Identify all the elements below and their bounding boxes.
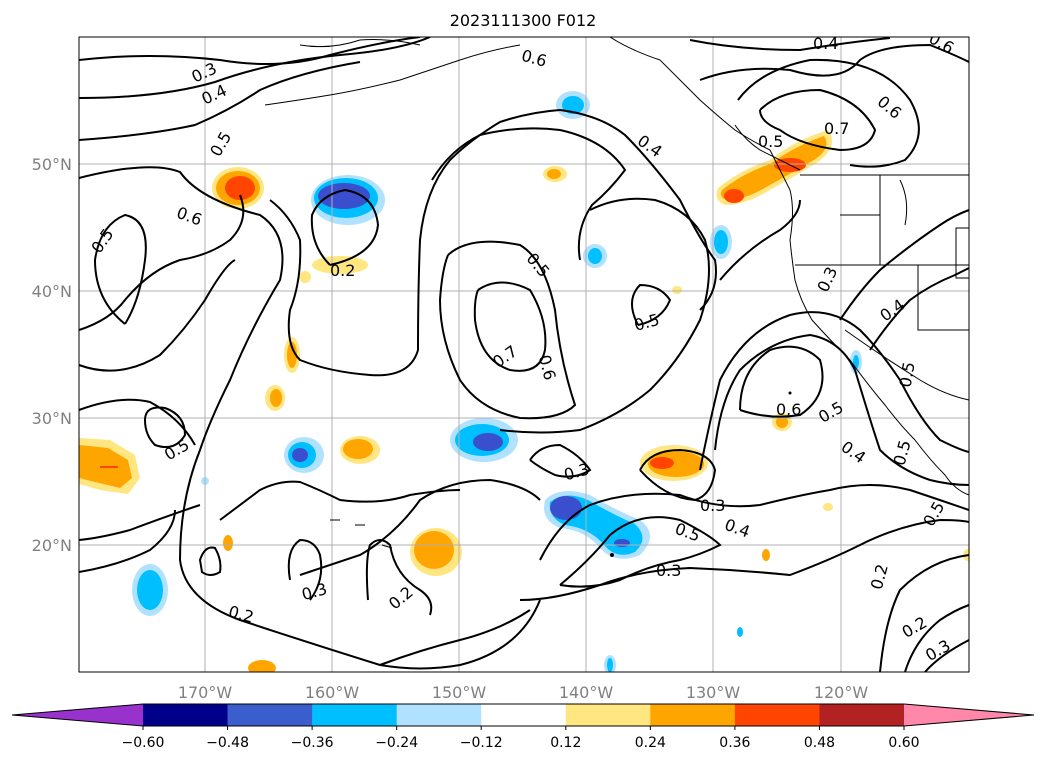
latitude-labels: 50°N 40°N 30°N 20°N xyxy=(32,155,72,555)
contour-label: 0.6 xyxy=(776,400,801,419)
blue-anomaly-north-pacific xyxy=(311,175,385,225)
contour-label: 0.4 xyxy=(813,34,838,53)
lat-label: 20°N xyxy=(32,536,72,555)
lat-label: 50°N xyxy=(32,155,72,174)
colorbar-segment xyxy=(312,704,398,726)
blue-anomaly-mid xyxy=(201,91,862,485)
colorbar-tick-label: 0.48 xyxy=(804,735,835,751)
colorbar-segment xyxy=(396,704,482,726)
contour-label: 0.5 xyxy=(758,132,783,151)
colorbar-segment xyxy=(565,704,651,726)
colorbar-tick-label: −0.48 xyxy=(206,735,249,751)
colorbar-segment xyxy=(734,704,820,726)
contour-label: 0.2 xyxy=(330,261,355,280)
colorbar-tick-label: 0.12 xyxy=(550,735,581,751)
coastlines xyxy=(264,37,969,557)
lon-label: 120°W xyxy=(814,683,869,702)
colorbar-extension-high xyxy=(904,704,1034,726)
colorbar-tick-label: −0.12 xyxy=(460,735,503,751)
colorbar-segment xyxy=(819,704,905,726)
colorbar-tick-label: −0.24 xyxy=(375,735,418,751)
lon-label: 130°W xyxy=(686,683,741,702)
map-title: 2023111300 F012 xyxy=(450,11,597,30)
colorbar-tick-label: 0.60 xyxy=(888,735,919,751)
colorbar-segment xyxy=(227,704,313,726)
colorbar-extension-low xyxy=(12,704,143,726)
lon-label: 140°W xyxy=(559,683,614,702)
contour-label: 0.3 xyxy=(700,496,725,515)
blue-anomaly-southeast xyxy=(132,491,743,672)
lat-label: 30°N xyxy=(32,409,72,428)
orange-anomaly-west xyxy=(79,438,140,494)
colorbar-segment xyxy=(650,704,736,726)
map-frame xyxy=(78,36,970,673)
longitude-labels: 170°W 160°W 150°W 140°W 130°W 120°W xyxy=(178,683,869,702)
contour-label: 0.3 xyxy=(656,561,681,580)
lon-label: 150°W xyxy=(432,683,487,702)
colorbar: −0.60 −0.48 −0.36 −0.24 −0.12 0.12 0.24 0.36 0.4… xyxy=(11,703,1035,751)
colorbar-tick-label: 0.24 xyxy=(635,735,666,751)
contour-label: 0.7 xyxy=(824,119,849,138)
lon-label: 160°W xyxy=(305,683,360,702)
colorbar-tick-label: −0.36 xyxy=(291,735,334,751)
red-anomaly-aleutian xyxy=(212,167,264,209)
colorbar-tick-label: 0.36 xyxy=(719,735,750,751)
map-panel: 0.3 0.4 0.5 0.6 0.5 0.6 0.2 0.5 0.5 0.6 … xyxy=(79,34,969,672)
contour-label: 0.5 xyxy=(896,360,919,388)
contour-lines xyxy=(79,37,969,672)
colorbar-segment xyxy=(143,704,229,726)
colorbar-tick-label: −0.60 xyxy=(122,735,165,751)
colorbar-segment xyxy=(481,704,567,726)
lon-label: 170°W xyxy=(178,683,233,702)
shaded-field xyxy=(79,91,969,672)
lat-label: 40°N xyxy=(32,282,72,301)
